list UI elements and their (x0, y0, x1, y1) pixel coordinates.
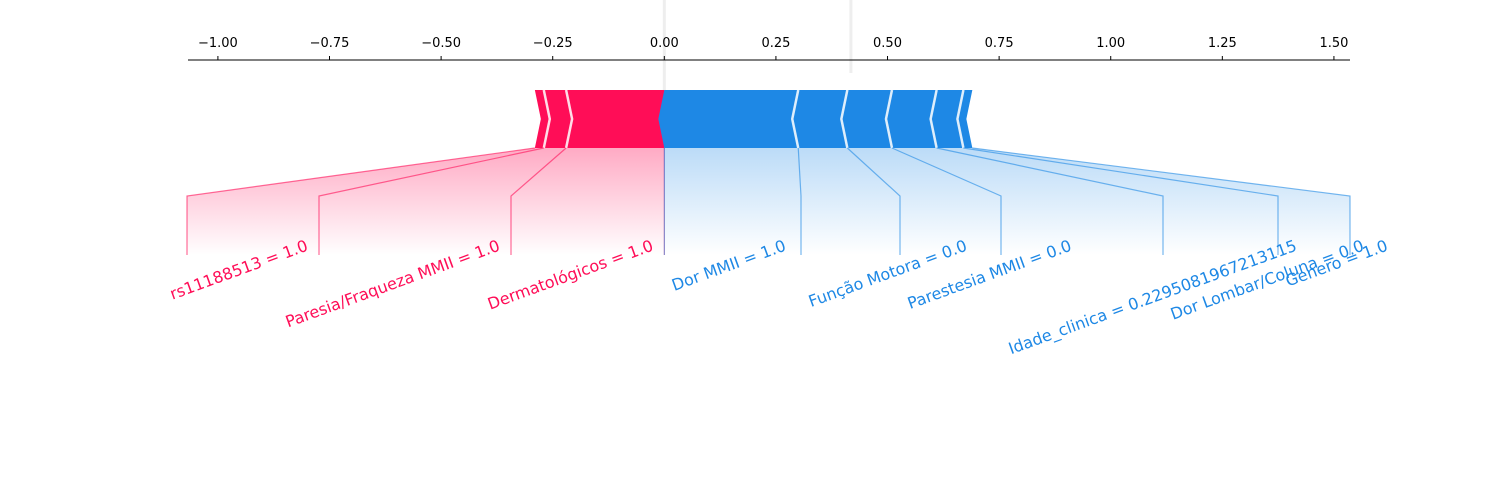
x-tick-label: 0.50 (873, 36, 902, 51)
force-segment (566, 90, 671, 148)
segment-divider (884, 89, 894, 149)
output-value-label: 0.00 (645, 0, 684, 4)
force-segment (543, 90, 573, 148)
label-connector (186, 147, 535, 255)
x-tick-label: −0.50 (421, 36, 461, 51)
label-band (798, 148, 900, 255)
x-tick-label: −1.00 (198, 36, 238, 51)
force-segment (841, 90, 892, 148)
segment-divider (956, 89, 965, 149)
label-band (891, 148, 1163, 255)
label-band (963, 148, 1350, 255)
segment-divider (929, 89, 938, 149)
x-tick-label: 0.25 (761, 36, 790, 51)
x-tick-label: 1.00 (1096, 36, 1125, 51)
force-segment (658, 90, 799, 148)
segment-divider (790, 89, 800, 149)
x-tick-label: 0.75 (985, 36, 1014, 51)
x-tick-label: 1.25 (1208, 36, 1237, 51)
label-band (664, 148, 801, 255)
x-tick-label: −0.25 (533, 36, 573, 51)
label-band (847, 148, 1001, 255)
x-tick-label: 1.50 (1319, 36, 1348, 51)
x-tick-label: −0.75 (310, 36, 350, 51)
label-connector (972, 147, 1351, 255)
label-band (511, 148, 665, 255)
segment-divider (542, 89, 552, 149)
force-segment (930, 90, 964, 148)
force-segment (792, 90, 848, 148)
segment-divider (564, 89, 574, 149)
label-band (936, 148, 1278, 255)
label-band (187, 148, 544, 255)
segment-divider (840, 89, 849, 149)
force-segment (885, 90, 937, 148)
x-tick-label: 0.00 (650, 36, 679, 51)
label-band (319, 148, 567, 255)
